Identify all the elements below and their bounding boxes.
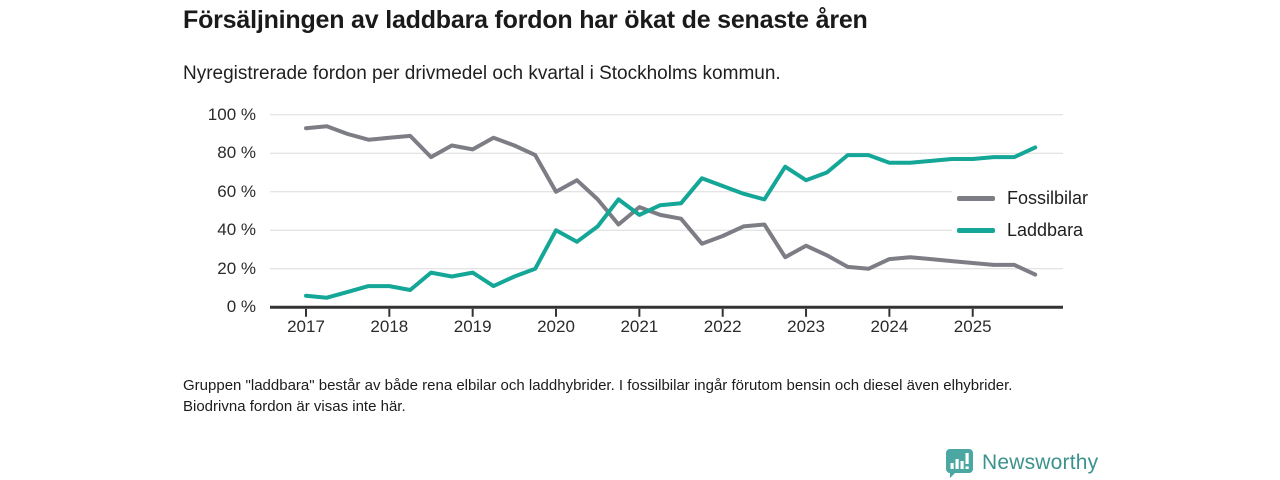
x-axis-tick-label: 2017 xyxy=(287,317,325,336)
bar-chart-pin-icon xyxy=(946,449,973,478)
y-axis-tick-label: 0 % xyxy=(226,297,256,317)
series-line-laddbara xyxy=(304,145,1038,300)
chart-subtitle: Nyregistrerade fordon per drivmedel och … xyxy=(183,63,781,84)
legend-swatch-laddbara xyxy=(957,227,995,233)
y-axis-tick-label: 100 % xyxy=(207,104,256,124)
y-axis-tick-label: 40 % xyxy=(217,220,256,240)
series-line-fossilbilar xyxy=(304,124,1038,277)
legend-item-laddbara: Laddbara xyxy=(952,214,1095,246)
y-axis-tick-label: 80 % xyxy=(217,143,256,163)
legend-label: Laddbara xyxy=(1007,219,1084,240)
y-axis-tick-label: 20 % xyxy=(217,258,256,278)
chart-footnote: Gruppen "laddbara" består av både rena e… xyxy=(183,377,1013,415)
x-axis-tick-label: 2018 xyxy=(370,317,409,336)
y-axis-tick-label: 60 % xyxy=(217,181,256,201)
x-axis-tick-label: 2023 xyxy=(787,317,825,336)
chart-title: Försäljningen av laddbara fordon har öka… xyxy=(183,6,868,34)
x-axis-tick-label: 2025 xyxy=(953,317,992,336)
x-axis-tick-label: 2019 xyxy=(453,317,492,336)
legend-item-fossilbilar: Fossilbilar xyxy=(952,182,1095,214)
legend-label: Fossilbilar xyxy=(1007,187,1089,208)
legend-swatch-fossilbilar xyxy=(957,195,995,201)
x-axis-tick-label: 2020 xyxy=(537,317,575,336)
x-axis-tick-label: 2024 xyxy=(870,317,909,336)
chart-legend: Fossilbilar Laddbara xyxy=(952,182,1095,246)
newsworthy-logo-text: Newsworthy xyxy=(982,451,1099,474)
x-axis-tick-label: 2021 xyxy=(620,317,659,336)
newsworthy-logo: Newsworthy xyxy=(944,448,1098,478)
x-axis-tick-label: 2022 xyxy=(703,317,742,336)
